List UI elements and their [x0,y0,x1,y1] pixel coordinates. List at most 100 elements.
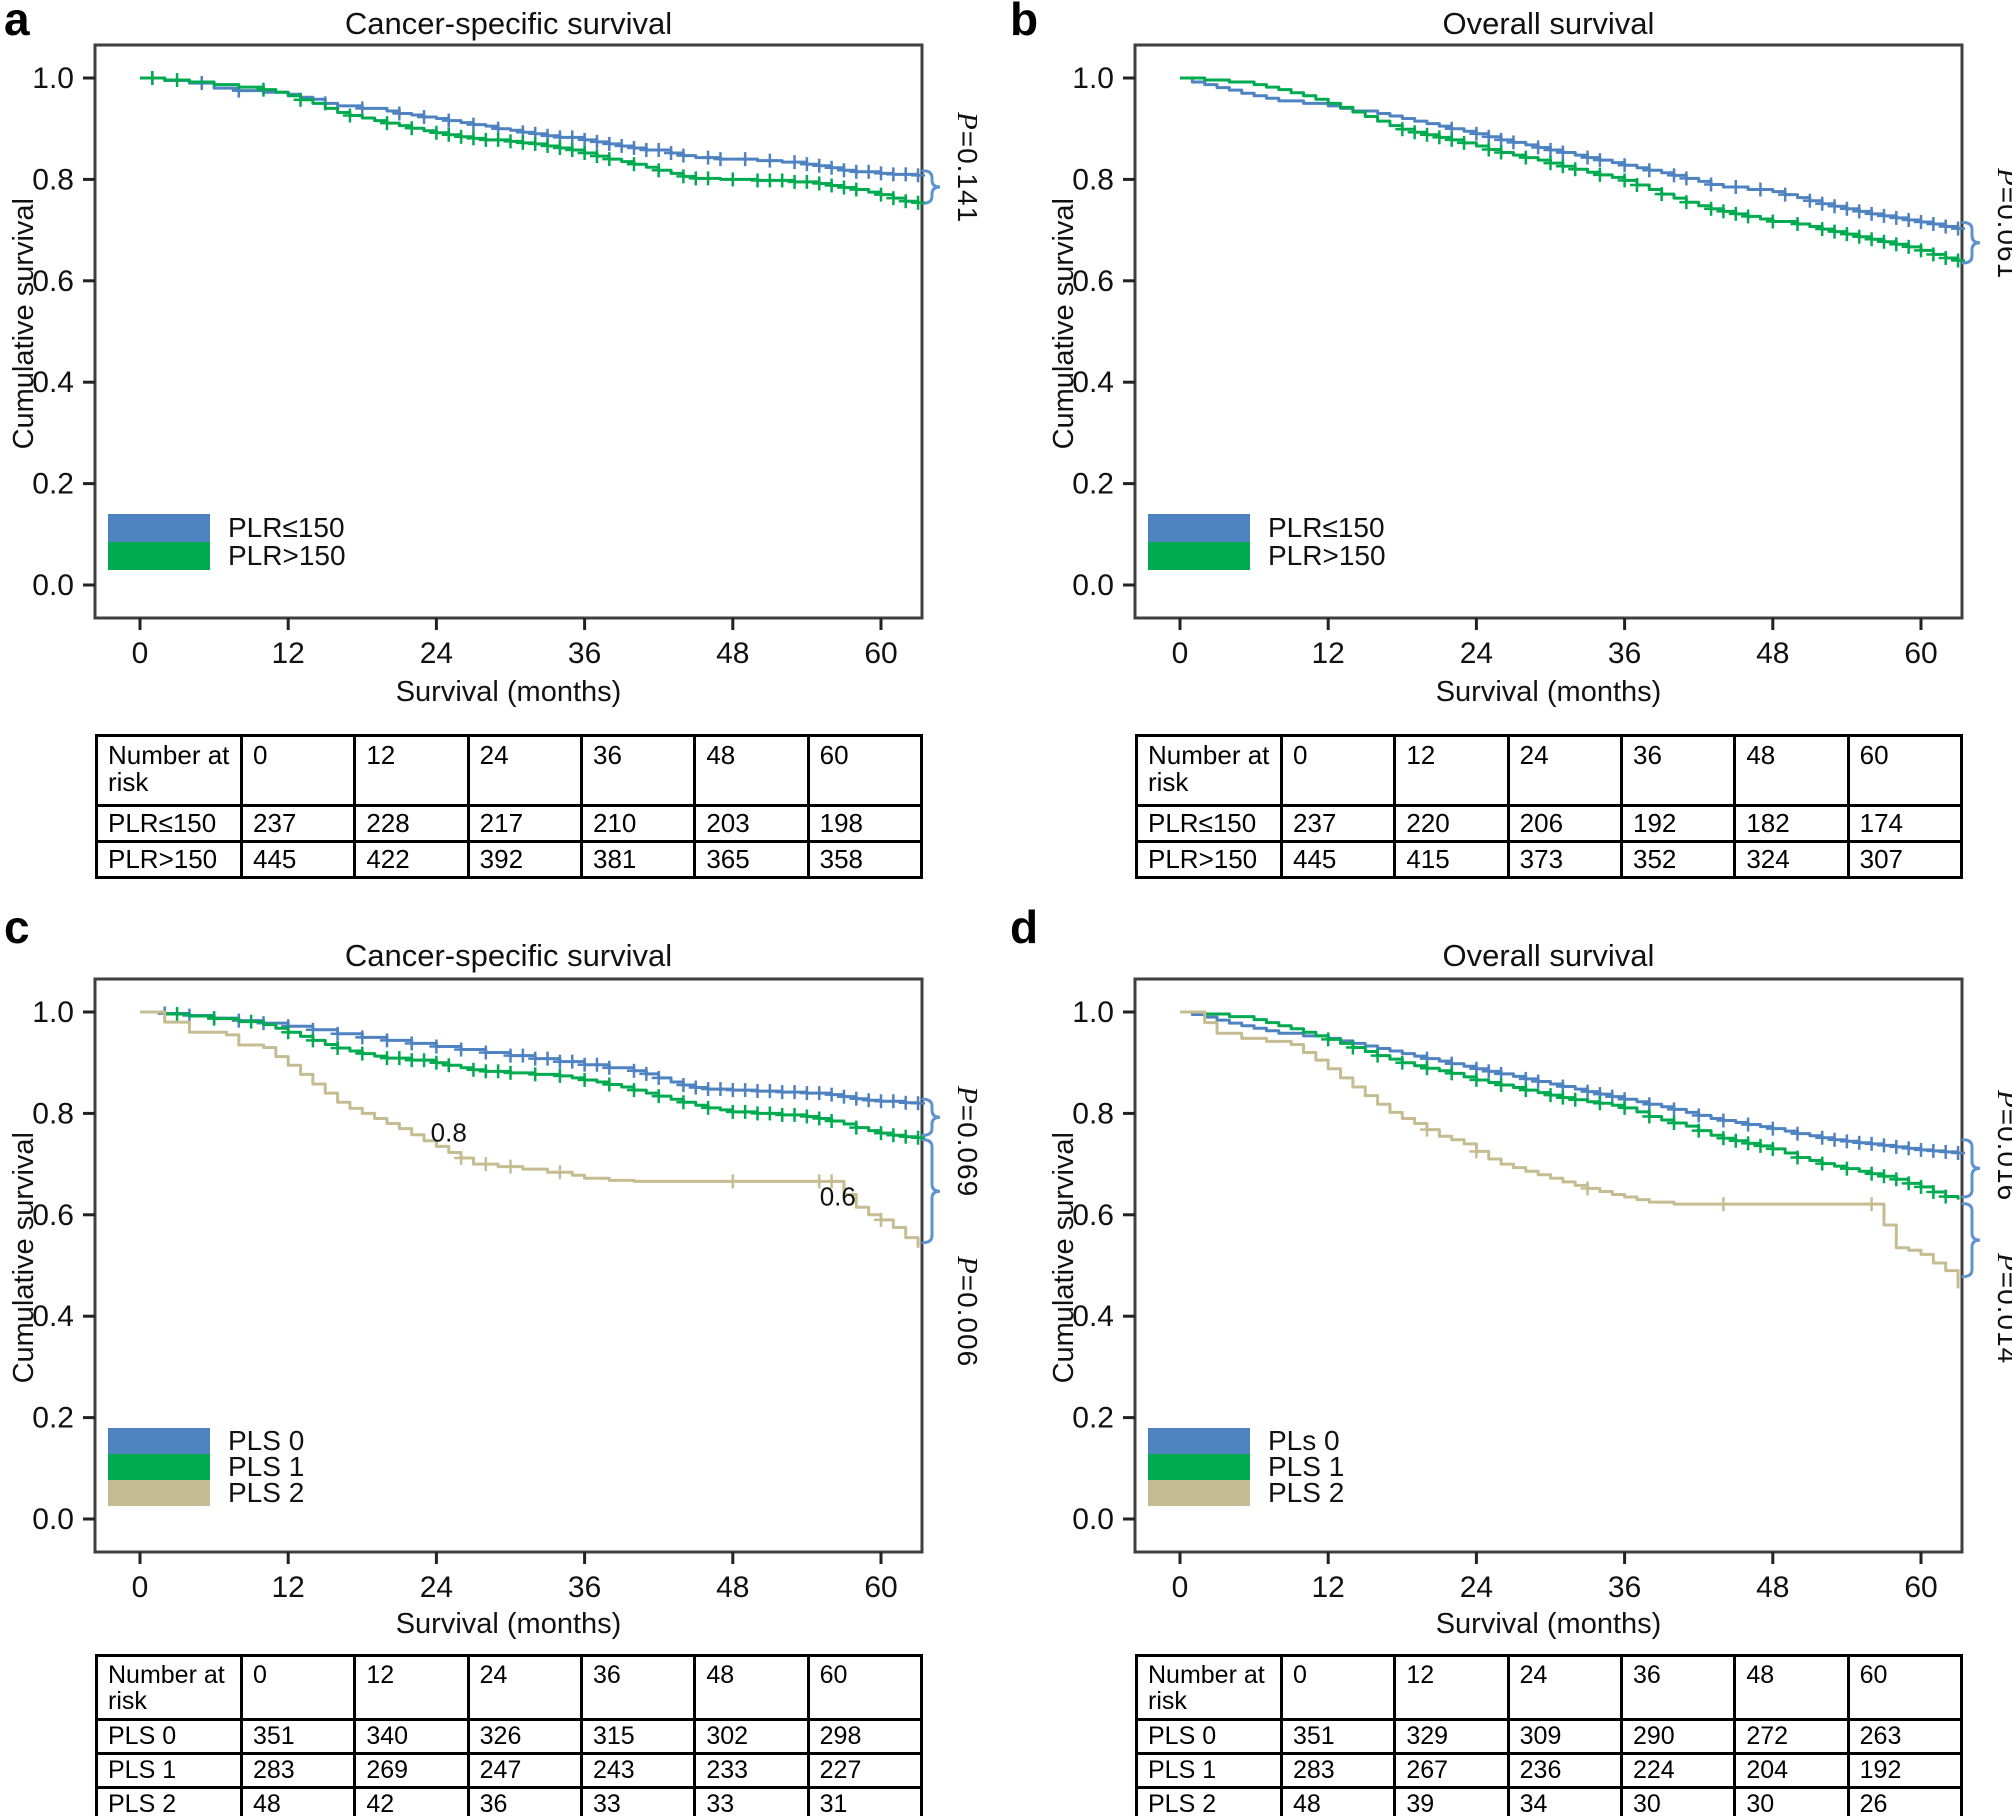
risk-count: 198 [806,804,924,843]
risk-count: 48 [239,1786,357,1816]
risk-header-month: 48 [1733,734,1850,807]
x-axis-label: Survival (months) [1435,1608,1662,1640]
y-tick-label: 0.8 [32,1097,74,1130]
x-tick-label: 60 [864,1571,897,1604]
risk-count: 392 [466,840,583,879]
y-tick-label: 0.4 [32,1300,74,1333]
x-tick-label: 48 [1756,637,1789,670]
p-value: P=0.061 [1990,168,2012,279]
legend-swatch-green [1148,1454,1250,1480]
table-row: PLS 2 48 39 34 30 30 26 [1135,1786,1964,1816]
x-tick-label: 0 [1172,637,1189,670]
chart-title: Overall survival [1442,938,1655,973]
legend-item: PLS 0 [108,1425,305,1456]
x-tick-label: 0 [1172,1571,1189,1604]
x-tick-label: 24 [1460,637,1493,670]
risk-count: 351 [1279,1718,1397,1755]
risk-count: 33 [579,1786,697,1816]
table-row: PLS 0 351 340 326 315 302 298 [95,1718,924,1755]
risk-count: 36 [466,1786,583,1816]
curve-annotation: 0.6 [820,1182,856,1212]
x-tick-label: 24 [1460,1571,1493,1604]
y-tick-label: 1.0 [32,62,74,95]
y-tick-label: 0.6 [1072,265,1114,298]
chart-title: Overall survival [1442,6,1655,41]
risk-count: 34 [1506,1786,1623,1816]
risk-row-label: PLS 0 [95,1718,243,1755]
panel-letter: c [4,901,30,953]
chart-title: Cancer-specific survival [344,938,673,973]
legend: PLS 0 PLS 1 PLS 2 [108,1425,305,1507]
risk-count: 445 [1279,840,1397,879]
risk-header-month: 12 [353,734,470,807]
number-at-risk-table: Number at risk 0 12 24 36 48 60 PLS 0 351 329 309 2… [1135,1654,1964,1816]
legend-swatch-green [108,542,210,570]
panel-a-content: Cancer-specific survival Cumulative surv… [0,0,1006,908]
km-plot: 1.0 0.8 0.6 0.4 0.2 0.0 0 12 24 36 48 60 [1072,977,1981,1604]
risk-count: 237 [1279,804,1397,843]
legend-label: PLS 1 [1268,1451,1345,1482]
table-row: PLR≤150 237 220 206 192 182 174 [1135,804,1964,843]
legend-swatch-tan [108,1480,210,1506]
risk-count: 445 [239,840,357,879]
table-row: PLR>150 445 422 392 381 365 358 [95,840,924,879]
legend-label: PLR≤150 [228,512,345,543]
p-symbol: P [951,112,983,131]
y-tick-label: 0.8 [1072,1097,1114,1130]
legend-swatch-blue [108,514,210,542]
x-tick-label: 12 [272,1571,305,1604]
plot-frame [1133,43,1964,620]
x-tick-label: 60 [864,637,897,670]
risk-count: 422 [353,840,470,879]
legend-label: PLS 1 [228,1451,305,1482]
x-tick-label: 36 [568,1571,601,1604]
x-tick-label: 60 [1904,637,1937,670]
risk-count: 340 [353,1718,470,1755]
risk-count: 236 [1506,1752,1623,1789]
y-tick-label: 0.2 [1072,468,1114,501]
y-tick-label: 0.8 [1072,163,1114,196]
table-header-row: Number at risk 0 12 24 36 48 60 [1135,1654,1964,1721]
risk-header-month: 48 [1733,1654,1850,1721]
risk-count: 415 [1393,840,1510,879]
y-tick-label: 0.4 [1072,366,1114,399]
series-plr-150 [140,76,920,203]
risk-count: 324 [1733,840,1850,879]
risk-count: 30 [1733,1786,1850,1816]
table-row: PLS 1 283 269 247 243 233 227 [95,1752,924,1789]
risk-count: 228 [353,804,470,843]
risk-count: 309 [1506,1718,1623,1755]
risk-row-label: PLS 1 [1135,1752,1283,1789]
risk-count: 365 [693,840,810,879]
legend-label: PLS 0 [228,1425,305,1456]
risk-count: 267 [1393,1752,1510,1789]
risk-count: 220 [1393,804,1510,843]
x-tick-label: 48 [716,1571,749,1604]
p-symbol: P [951,1256,983,1275]
km-plot: 1.0 0.8 0.6 0.4 0.2 0.0 0 12 24 36 48 60 [1072,43,1981,670]
risk-row-label: PLS 2 [1135,1786,1283,1816]
risk-header-month: 24 [1506,1654,1623,1721]
legend-swatch-blue [1148,1428,1250,1454]
risk-header-month: 36 [579,1654,697,1721]
p-number: =0.061 [1992,186,2012,280]
p-symbol: P [1991,1253,2012,1272]
table-row: PLS 2 48 42 36 33 33 31 [95,1786,924,1816]
risk-count: 39 [1393,1786,1510,1816]
table-header-row: Number at risk 0 12 24 36 48 60 [95,734,924,807]
risk-header-month: 0 [1279,1654,1397,1721]
risk-count: 206 [1506,804,1623,843]
risk-row-label: PLS 1 [95,1752,243,1789]
y-tick-label: 1.0 [1072,62,1114,95]
risk-count: 192 [1619,804,1737,843]
risk-count: 243 [579,1752,697,1789]
risk-count: 272 [1733,1718,1850,1755]
risk-header-month: 36 [1619,734,1737,807]
x-tick-label: 12 [272,637,305,670]
y-tick-label: 0.8 [32,163,74,196]
table-header-row: Number at risk 0 12 24 36 48 60 [95,1654,924,1721]
p-bracket [921,1138,941,1245]
x-tick-label: 24 [420,637,453,670]
risk-count: 174 [1846,804,1964,843]
